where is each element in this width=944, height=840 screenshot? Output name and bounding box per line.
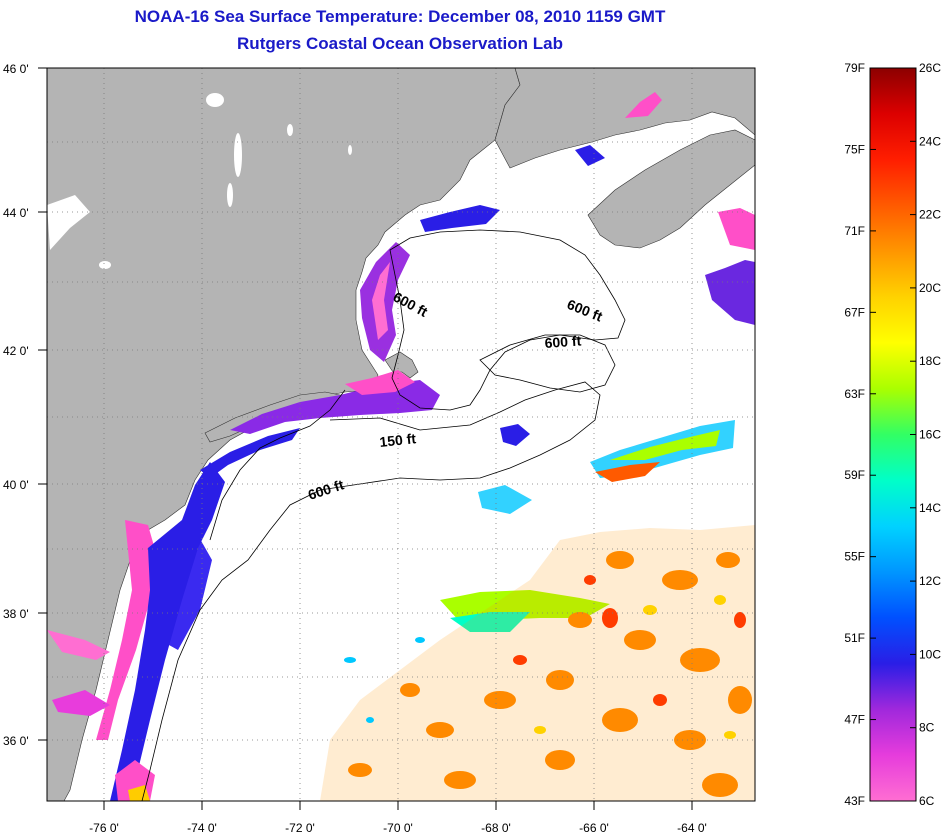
sst-map: 600 ft 600 ft 600 ft 150 ft 600 ft -76 0…: [3, 62, 756, 835]
map-title: NOAA-16 Sea Surface Temperature: Decembe…: [134, 7, 666, 26]
lon-tick-label: -74 0': [187, 821, 217, 835]
colorbar-f-label: 43F: [844, 794, 865, 808]
lon-tick-label: -64 0': [677, 821, 707, 835]
lon-tick-label: -70 0': [383, 821, 413, 835]
lon-tick-label: -76 0': [89, 821, 119, 835]
colorbar-c-label: 18C: [919, 354, 941, 368]
lat-tick-label: 40 0': [3, 478, 29, 492]
colorbar-f-label: 67F: [844, 305, 865, 319]
contour-label: 150 ft: [379, 430, 417, 450]
contour-label: 600 ft: [544, 332, 582, 351]
colorbar-c-label: 8C: [919, 721, 935, 735]
lon-tick-label: -68 0': [481, 821, 511, 835]
colorbar-f-label: 51F: [844, 631, 865, 645]
colorbar-f-label: 79F: [844, 61, 865, 75]
colorbar-f-label: 63F: [844, 387, 865, 401]
colorbar-c-label: 12C: [919, 574, 941, 588]
colorbar-f-label: 71F: [844, 224, 865, 238]
colorbar-c-label: 6C: [919, 794, 935, 808]
lat-tick-label: 44 0': [3, 206, 29, 220]
lat-tick-label: 42 0': [3, 344, 29, 358]
colorbar-c-label: 16C: [919, 428, 941, 442]
nova-scotia: [587, 129, 755, 249]
colorbar-f-label: 55F: [844, 550, 865, 564]
colorbar-gradient: [869, 67, 917, 802]
gulf-stream-patches: [320, 420, 755, 801]
colorbar-c-label: 24C: [919, 134, 941, 148]
lon-tick-label: -72 0': [285, 821, 315, 835]
lon-tick-label: -66 0': [579, 821, 609, 835]
colorbar-f-label: 75F: [844, 142, 865, 156]
graticule: [47, 68, 755, 801]
axis-ticks: [38, 67, 693, 810]
colorbar-f-label: 59F: [844, 468, 865, 482]
colorbar-c-label: 26C: [919, 61, 941, 75]
temperature-colorbar: 79F 75F 71F 67F 63F 59F 55F 51F 47F 43F 26C 24C 22C 2…: [844, 61, 941, 808]
map-subtitle: Rutgers Coastal Ocean Observation Lab: [237, 34, 563, 53]
colorbar-c-label: 10C: [919, 647, 941, 661]
map-frame: [46, 67, 756, 802]
lat-tick-label: 36 0': [3, 734, 29, 748]
colorbar-f-label: 47F: [844, 713, 865, 727]
inland-lakes: [47, 93, 352, 269]
colorbar-c-label: 14C: [919, 501, 941, 515]
lat-tick-label: 38 0': [3, 607, 29, 621]
coastal-sst-band: [110, 92, 755, 801]
lat-tick-label: 46 0': [3, 62, 29, 76]
colorbar-c-label: 22C: [919, 208, 941, 222]
bathymetry-contours: [141, 229, 626, 801]
colorbar-c-label: 20C: [919, 281, 941, 295]
